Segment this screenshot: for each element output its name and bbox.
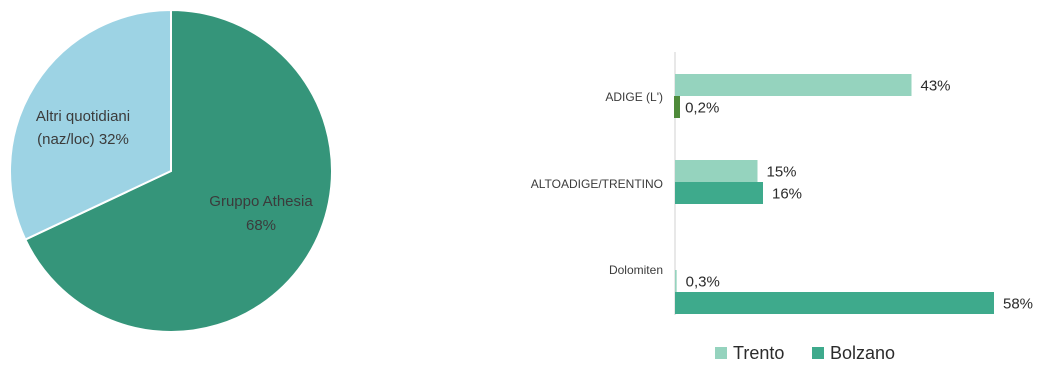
legend-label: Trento [733,343,784,363]
legend: Trento Bolzano [715,343,895,363]
data-label: 16% [772,186,802,203]
bar [675,292,994,314]
bar [674,96,680,118]
data-label: 15% [767,164,797,181]
category-label: ADIGE (L') [605,90,663,104]
bar [675,270,677,292]
data-label: 0,2% [685,100,719,117]
data-label: 0,3% [686,274,720,291]
data-label: 58% [1003,296,1033,313]
category-label: ALTOADIGE/TRENTINO [531,177,663,191]
pie-slice-label: Altri quotidiani (naz/loc) 32% [36,108,130,148]
legend-label: Bolzano [830,343,895,363]
bar [675,74,912,96]
pie-chart: Gruppo Athesia 68% Altri quotidiani (naz/lo… [9,8,333,333]
category-label: Dolomiten [609,263,663,277]
legend-swatch [715,347,727,359]
pie-slice [23,8,333,333]
legend-swatch [812,347,824,359]
pie-slice-label: Gruppo Athesia 68% [209,193,313,234]
bar [675,160,758,182]
pie-slice [9,8,172,241]
bar-chart: ADIGE (L') 43% 0,2% ALTOADIGE/TRENTINO 15% 16… [531,52,1033,315]
bar [675,182,763,204]
data-label: 43% [921,78,951,95]
